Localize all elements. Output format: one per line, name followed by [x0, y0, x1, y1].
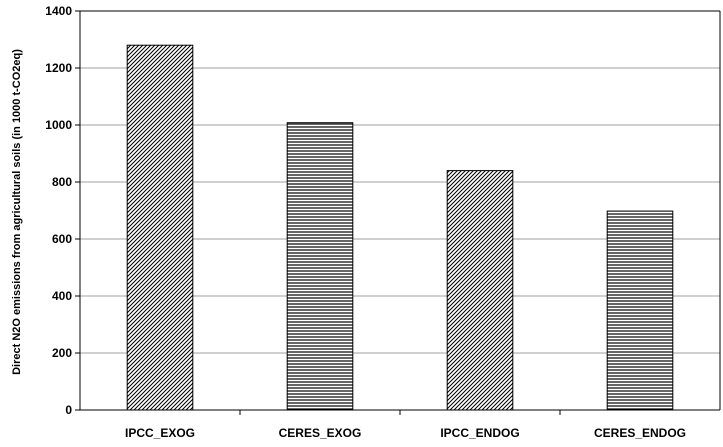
bars — [126, 44, 674, 411]
y-tick-label: 1000 — [45, 118, 72, 132]
y-tick-label: 1400 — [45, 4, 72, 18]
bar-ipcc-endog — [446, 170, 514, 411]
x-category-label: CERES_ENDOG — [594, 426, 686, 440]
y-tick-label: 400 — [52, 289, 72, 303]
bar-ipcc-exog — [126, 44, 194, 411]
x-category-label: IPCC_EXOG — [125, 426, 195, 440]
y-tick-label: 200 — [52, 346, 72, 360]
y-tick-label: 800 — [52, 175, 72, 189]
x-category-label: IPCC_ENDOG — [440, 426, 519, 440]
bar-ceres-endog — [606, 210, 674, 411]
tick-labels: 0 200 400 600 800 1000 1200 1400 IPCC_EXOG CERES_… — [45, 4, 686, 440]
bar-ceres-exog — [286, 122, 354, 411]
y-axis-title: Direct N2O emissions from agricultural s… — [11, 49, 23, 375]
y-tick-label: 0 — [65, 403, 72, 417]
x-category-label: CERES_EXOG — [279, 426, 362, 440]
y-tick-label: 600 — [52, 232, 72, 246]
axes — [75, 10, 721, 415]
y-tick-label: 1200 — [45, 61, 72, 75]
